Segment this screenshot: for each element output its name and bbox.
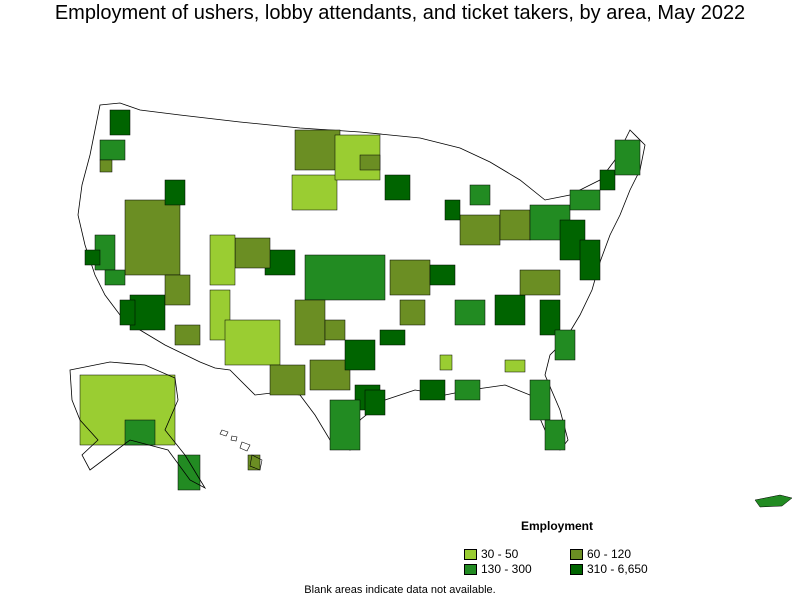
map-region bbox=[269, 364, 306, 396]
map-region bbox=[294, 129, 341, 171]
map-region bbox=[174, 324, 201, 346]
legend-item-310-6650: 310 - 6,650 bbox=[570, 562, 648, 576]
legend-swatch bbox=[570, 563, 583, 575]
map-region bbox=[177, 454, 201, 491]
map-region bbox=[614, 139, 641, 176]
map-region bbox=[99, 139, 126, 161]
map-region bbox=[544, 419, 566, 451]
map-region bbox=[104, 269, 126, 286]
map-region bbox=[99, 159, 113, 173]
legend-item-130-300: 130 - 300 bbox=[464, 562, 532, 576]
legend-swatch bbox=[464, 563, 477, 575]
map-region bbox=[164, 179, 186, 206]
legend-swatch bbox=[570, 548, 583, 560]
legend-item-60-120: 60 - 120 bbox=[570, 547, 631, 561]
map-region bbox=[384, 174, 411, 201]
legend-title: Employment bbox=[521, 519, 594, 533]
map-region bbox=[224, 319, 281, 366]
map-region bbox=[429, 264, 456, 286]
map-region bbox=[234, 237, 271, 269]
map-region bbox=[494, 294, 526, 326]
map-title: Employment of ushers, lobby attendants, … bbox=[54, 2, 746, 24]
map-region bbox=[304, 254, 386, 301]
map-region bbox=[529, 379, 551, 421]
map-region bbox=[209, 234, 236, 286]
legend-item-30-50: 30 - 50 bbox=[464, 547, 518, 561]
map-region bbox=[519, 269, 561, 296]
map-region bbox=[309, 359, 351, 391]
map-region bbox=[599, 169, 616, 191]
map-region bbox=[164, 274, 191, 306]
map-region bbox=[329, 399, 361, 451]
map-region bbox=[389, 259, 431, 296]
map-region bbox=[499, 209, 531, 241]
legend-swatch bbox=[464, 548, 477, 560]
map-region bbox=[439, 354, 453, 371]
map-region bbox=[569, 189, 601, 211]
map-region bbox=[359, 154, 381, 171]
map-region bbox=[84, 249, 101, 266]
map-region bbox=[554, 329, 576, 361]
map-region bbox=[129, 294, 166, 331]
puerto-rico bbox=[754, 494, 793, 508]
map-region bbox=[539, 299, 561, 336]
map-region bbox=[459, 214, 501, 246]
map-region bbox=[119, 299, 136, 326]
map-region bbox=[444, 199, 461, 221]
legend-label: 130 - 300 bbox=[481, 562, 532, 576]
map-region bbox=[504, 359, 526, 373]
map-region bbox=[454, 379, 481, 401]
legend-label: 30 - 50 bbox=[481, 547, 519, 561]
map-region bbox=[419, 379, 446, 401]
map-region bbox=[579, 239, 601, 281]
map-region bbox=[469, 184, 491, 206]
map-region bbox=[291, 174, 338, 211]
legend-label: 310 - 6,650 bbox=[587, 562, 648, 576]
map-region bbox=[124, 419, 156, 446]
map-region bbox=[124, 199, 181, 276]
map-region bbox=[364, 389, 386, 416]
map-region bbox=[109, 109, 131, 136]
hawaii-outline bbox=[219, 429, 263, 471]
map-region bbox=[294, 299, 326, 346]
footnote: Blank areas indicate data not available. bbox=[304, 584, 496, 596]
map-region bbox=[379, 329, 406, 346]
map-region bbox=[344, 339, 376, 371]
alaska-outline bbox=[69, 361, 207, 490]
map-region bbox=[324, 319, 346, 341]
legend-label: 60 - 120 bbox=[587, 547, 632, 561]
map-region bbox=[399, 299, 426, 326]
map-region bbox=[454, 299, 486, 326]
